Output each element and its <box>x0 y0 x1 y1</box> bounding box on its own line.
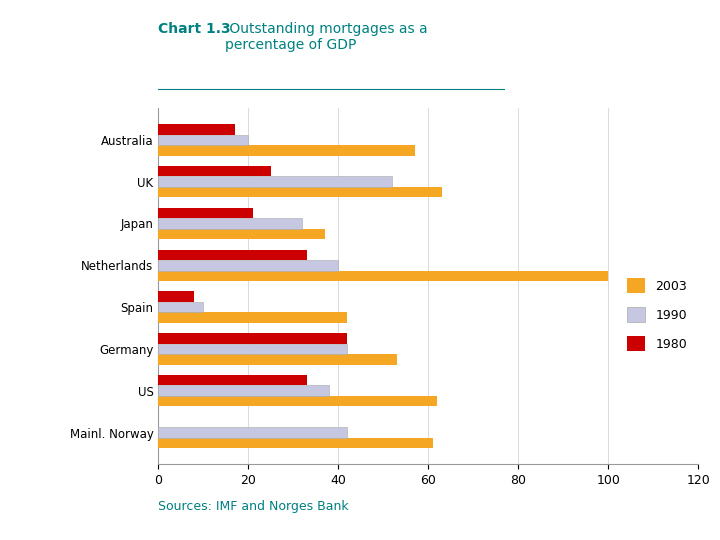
Bar <box>158 375 307 386</box>
Bar <box>158 177 392 187</box>
Bar <box>158 218 302 229</box>
Bar <box>158 208 253 218</box>
Bar <box>158 386 329 396</box>
Text: Sources: IMF and Norges Bank: Sources: IMF and Norges Bank <box>158 500 349 513</box>
Bar <box>158 134 248 145</box>
Bar <box>158 312 347 323</box>
Bar <box>158 166 271 177</box>
Bar <box>158 396 438 407</box>
Bar <box>158 438 433 448</box>
Bar <box>158 124 235 134</box>
Bar <box>158 249 307 260</box>
Bar <box>158 343 347 354</box>
Legend: 2003, 1990, 1980: 2003, 1990, 1980 <box>621 273 692 356</box>
Bar <box>158 333 347 343</box>
Bar <box>158 427 347 438</box>
Bar <box>158 354 397 364</box>
Text: Outstanding mortgages as a
percentage of GDP: Outstanding mortgages as a percentage of… <box>225 22 427 52</box>
Bar <box>158 145 415 156</box>
Bar <box>158 229 325 239</box>
Bar <box>158 260 338 271</box>
Bar <box>158 302 204 312</box>
Text: Chart 1.3: Chart 1.3 <box>158 22 231 36</box>
Bar <box>158 292 194 302</box>
Bar <box>158 271 608 281</box>
Bar <box>158 187 442 197</box>
